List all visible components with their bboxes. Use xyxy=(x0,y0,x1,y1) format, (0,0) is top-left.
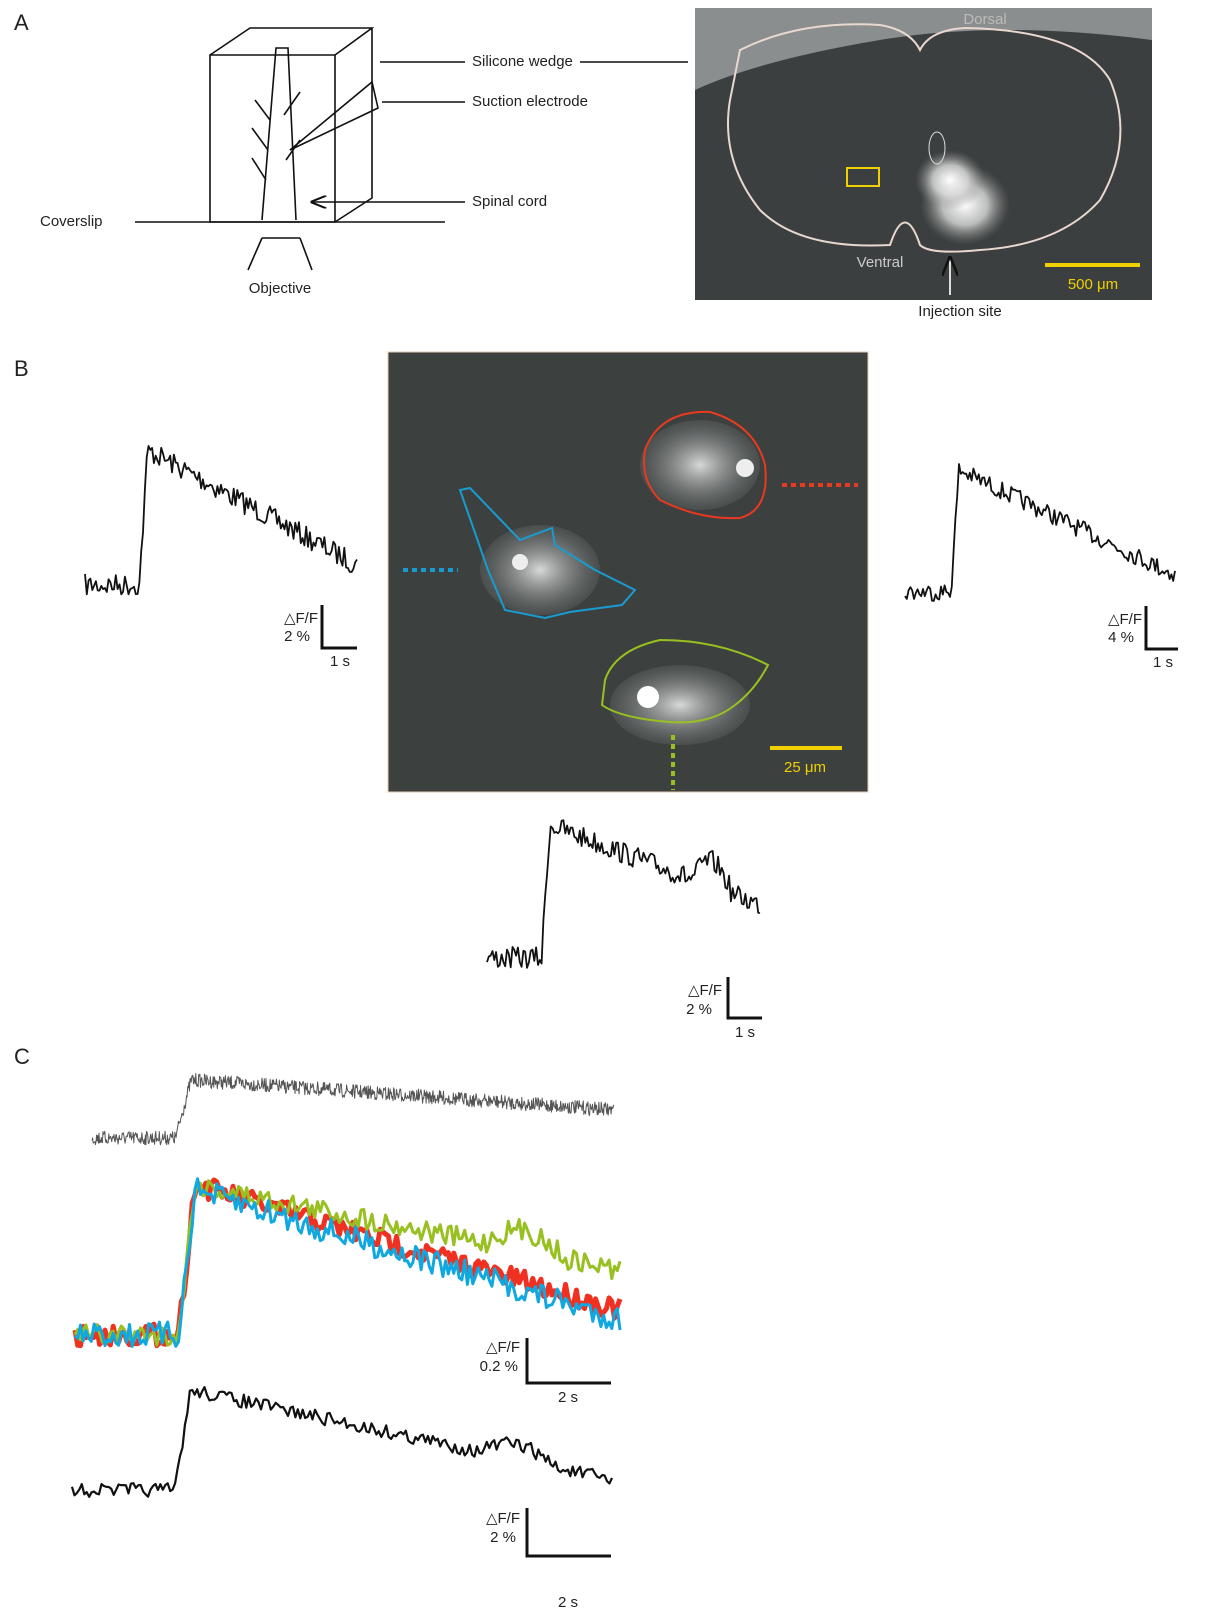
scale-label: △F/F xyxy=(1108,611,1142,628)
label: Spinal cord xyxy=(472,193,547,210)
scale-label: 4 % xyxy=(1108,629,1134,646)
scale-bar: △F/F 4 % 1 s xyxy=(1108,606,1178,671)
label: Objective xyxy=(249,280,312,297)
scale-label: △F/F xyxy=(486,1510,520,1527)
trace xyxy=(75,1179,620,1347)
trace xyxy=(905,464,1175,601)
scale-label: 2 % xyxy=(686,1001,712,1018)
trace xyxy=(85,446,357,594)
panel-label: C xyxy=(14,1044,30,1069)
panel-label: B xyxy=(14,356,29,381)
trace xyxy=(75,1180,620,1346)
scale-bar: △F/F 2 % 2 s xyxy=(486,1508,611,1611)
micrograph xyxy=(695,8,1152,300)
schematic xyxy=(135,28,688,270)
label: Suction electrode xyxy=(472,93,588,110)
scale-label: 2 % xyxy=(284,628,310,645)
scale-label: 500 μm xyxy=(1068,276,1118,293)
label: Injection site xyxy=(918,303,1001,320)
figure: A Silicone wedge Suction electrode Spina… xyxy=(0,0,1212,1611)
scale-label: 1 s xyxy=(1153,654,1173,671)
trace xyxy=(75,1181,620,1346)
micrograph xyxy=(388,352,868,792)
label: Dorsal xyxy=(963,11,1006,28)
panel-label: A xyxy=(14,10,29,35)
scale-bar: △F/F 0.2 % 2 s xyxy=(480,1338,611,1406)
scale-label: 2 % xyxy=(490,1529,516,1546)
scale-label: 2 s xyxy=(558,1389,578,1406)
label: Coverslip xyxy=(40,213,103,230)
scale-bar: △F/F 2 % 1 s xyxy=(284,605,357,670)
scale-label: 1 s xyxy=(330,653,350,670)
scale-label: △F/F xyxy=(284,610,318,627)
label: Ventral xyxy=(857,254,904,271)
scale-label: 25 μm xyxy=(784,759,826,776)
trace xyxy=(92,1074,614,1145)
trace xyxy=(487,820,760,968)
label: Silicone wedge xyxy=(472,53,573,70)
scale-label: 2 s xyxy=(558,1594,578,1611)
scale-label: △F/F xyxy=(486,1339,520,1356)
scale-label: 1 s xyxy=(735,1024,755,1041)
scale-label: △F/F xyxy=(688,982,722,999)
trace xyxy=(72,1387,612,1497)
scale-label: 0.2 % xyxy=(480,1358,518,1375)
scale-bar: △F/F 2 % 1 s xyxy=(686,977,762,1041)
